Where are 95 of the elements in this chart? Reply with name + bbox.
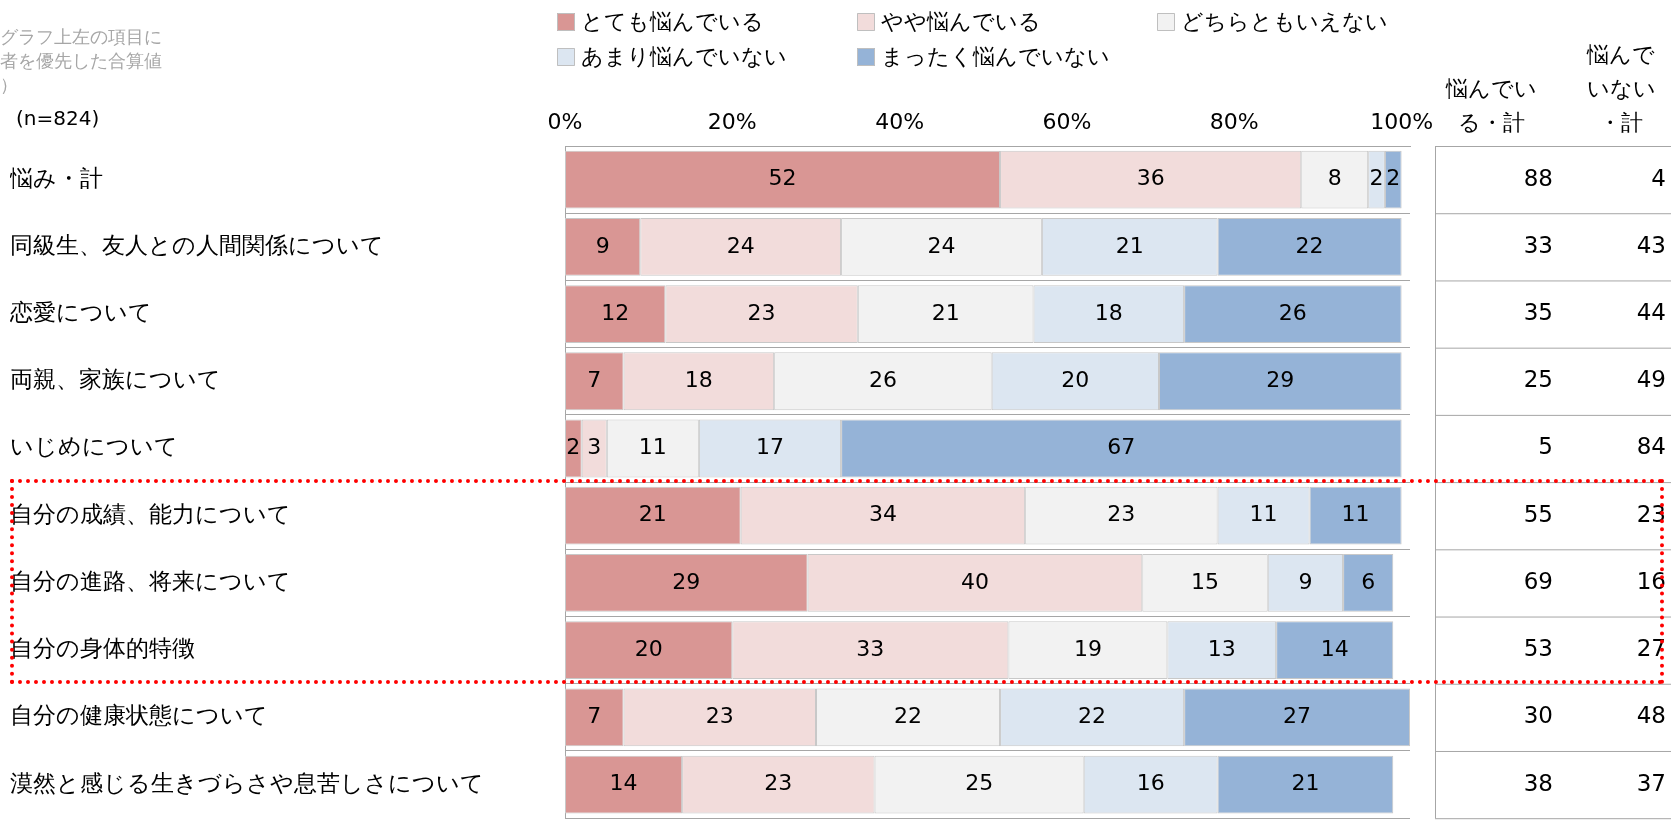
data-label: 23	[764, 770, 793, 796]
legend-label: まったく悩んでいない	[881, 43, 1110, 69]
data-label: 23	[1107, 501, 1136, 527]
data-label: 9	[595, 232, 610, 258]
data-label: 67	[1107, 434, 1136, 460]
data-label: 40	[960, 568, 989, 594]
text: 43	[1636, 231, 1666, 258]
data-label: 26	[1278, 299, 1307, 325]
y-tick-label: 自分の身体的特徴	[10, 635, 195, 662]
text: 84	[1636, 433, 1666, 460]
y-tick-label: 漠然と感じる生きづらさや息苦しさについて	[10, 769, 484, 796]
y-tick-label: 自分の進路、将来について	[10, 567, 291, 594]
text: グラフ上左の項目に者を優先した合算値）	[0, 25, 162, 95]
data-label: 27	[1283, 703, 1312, 729]
data-label: 14	[609, 770, 638, 796]
x-tick-label: 60%	[1042, 108, 1092, 134]
data-label: 12	[601, 299, 630, 325]
data-label: 14	[1320, 635, 1349, 661]
text: 35	[1523, 299, 1553, 326]
text: 49	[1636, 366, 1666, 393]
legend-label: とても悩んでいる	[581, 8, 764, 34]
data-label: 7	[587, 366, 602, 392]
y-tick-label: 自分の健康状態について	[10, 702, 268, 729]
y-tick-label: 悩み・計	[9, 164, 103, 191]
data-label: 11	[1249, 501, 1278, 527]
data-label: 22	[894, 703, 923, 729]
data-label: 21	[638, 501, 667, 527]
data-label: 7	[587, 703, 602, 729]
text: 30	[1523, 702, 1553, 729]
text: 4	[1651, 164, 1666, 191]
y-tick-label: 両親、家族について	[10, 366, 221, 393]
data-label: 2	[1386, 165, 1401, 191]
data-label: 2	[1369, 165, 1384, 191]
data-label: 23	[747, 299, 776, 325]
text: 悩んでいる・計	[1444, 75, 1537, 135]
y-tick-label: 同級生、友人との人間関係について	[10, 231, 384, 258]
text: (n=824)	[16, 106, 100, 131]
y-tick-label: いじめについて	[10, 433, 178, 460]
data-label: 15	[1191, 568, 1220, 594]
text: 27	[1636, 635, 1666, 662]
y-tick-label: 自分の成績、能力について	[10, 500, 291, 527]
legend-label: どちらともいえない	[1181, 8, 1388, 34]
text: 5	[1538, 433, 1553, 460]
text: 69	[1523, 567, 1553, 594]
data-label: 6	[1361, 568, 1376, 594]
data-label: 20	[1061, 366, 1090, 392]
text: 44	[1636, 299, 1666, 326]
x-tick-label: 40%	[875, 108, 925, 134]
x-tick-label: 80%	[1209, 108, 1259, 134]
text: 55	[1523, 500, 1553, 527]
data-label: 23	[705, 703, 734, 729]
data-label: 29	[1266, 366, 1295, 392]
data-label: 33	[856, 635, 885, 661]
text: 33	[1523, 231, 1553, 258]
y-tick-label: 恋愛について	[9, 299, 152, 326]
text: 38	[1523, 769, 1553, 796]
x-tick-label: 20%	[707, 108, 757, 134]
data-label: 11	[638, 434, 667, 460]
data-label: 16	[1136, 770, 1165, 796]
data-label: 25	[965, 770, 994, 796]
data-label: 52	[768, 165, 797, 191]
data-label: 19	[1073, 635, 1102, 661]
data-label: 18	[1094, 299, 1123, 325]
data-label: 24	[726, 232, 755, 258]
data-label: 24	[927, 232, 956, 258]
data-label: 8	[1327, 165, 1342, 191]
text: 48	[1636, 702, 1666, 729]
data-label: 21	[931, 299, 960, 325]
legend-label: やや悩んでいる	[881, 8, 1041, 34]
data-label: 22	[1078, 703, 1107, 729]
text: 悩んでいない・計	[1586, 41, 1656, 135]
text: 25	[1523, 366, 1553, 393]
text: 53	[1523, 635, 1553, 662]
legend-label: あまり悩んでいない	[581, 43, 787, 69]
data-label: 18	[684, 366, 713, 392]
text: 16	[1636, 567, 1666, 594]
data-label: 26	[868, 366, 897, 392]
data-label: 9	[1298, 568, 1313, 594]
data-label: 21	[1115, 232, 1144, 258]
x-tick-label: 0%	[547, 108, 583, 134]
text: 37	[1636, 769, 1666, 796]
data-label: 13	[1207, 635, 1236, 661]
text: 23	[1636, 500, 1666, 527]
data-label: 36	[1136, 165, 1165, 191]
data-label: 11	[1341, 501, 1370, 527]
data-label: 21	[1291, 770, 1320, 796]
data-label: 2	[566, 434, 581, 460]
data-label: 34	[868, 501, 897, 527]
x-tick-label: 100%	[1370, 108, 1434, 134]
data-label: 20	[634, 635, 663, 661]
data-label: 17	[755, 434, 784, 460]
data-label: 22	[1295, 232, 1324, 258]
data-label: 29	[672, 568, 701, 594]
data-label: 3	[587, 434, 602, 460]
text: 88	[1523, 164, 1553, 191]
